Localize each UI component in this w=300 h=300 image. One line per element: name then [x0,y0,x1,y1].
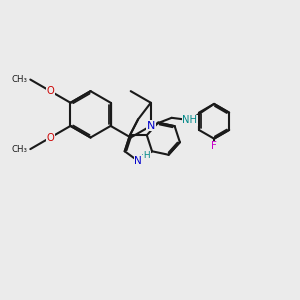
Text: CH₃: CH₃ [12,145,28,154]
Text: O: O [46,133,54,142]
Text: F: F [211,141,217,151]
Text: N: N [147,121,155,131]
Text: N: N [134,156,142,166]
Text: CH₃: CH₃ [12,75,28,84]
Text: NH: NH [182,115,197,125]
Text: ·H: ·H [141,152,151,160]
Text: O: O [46,86,54,96]
